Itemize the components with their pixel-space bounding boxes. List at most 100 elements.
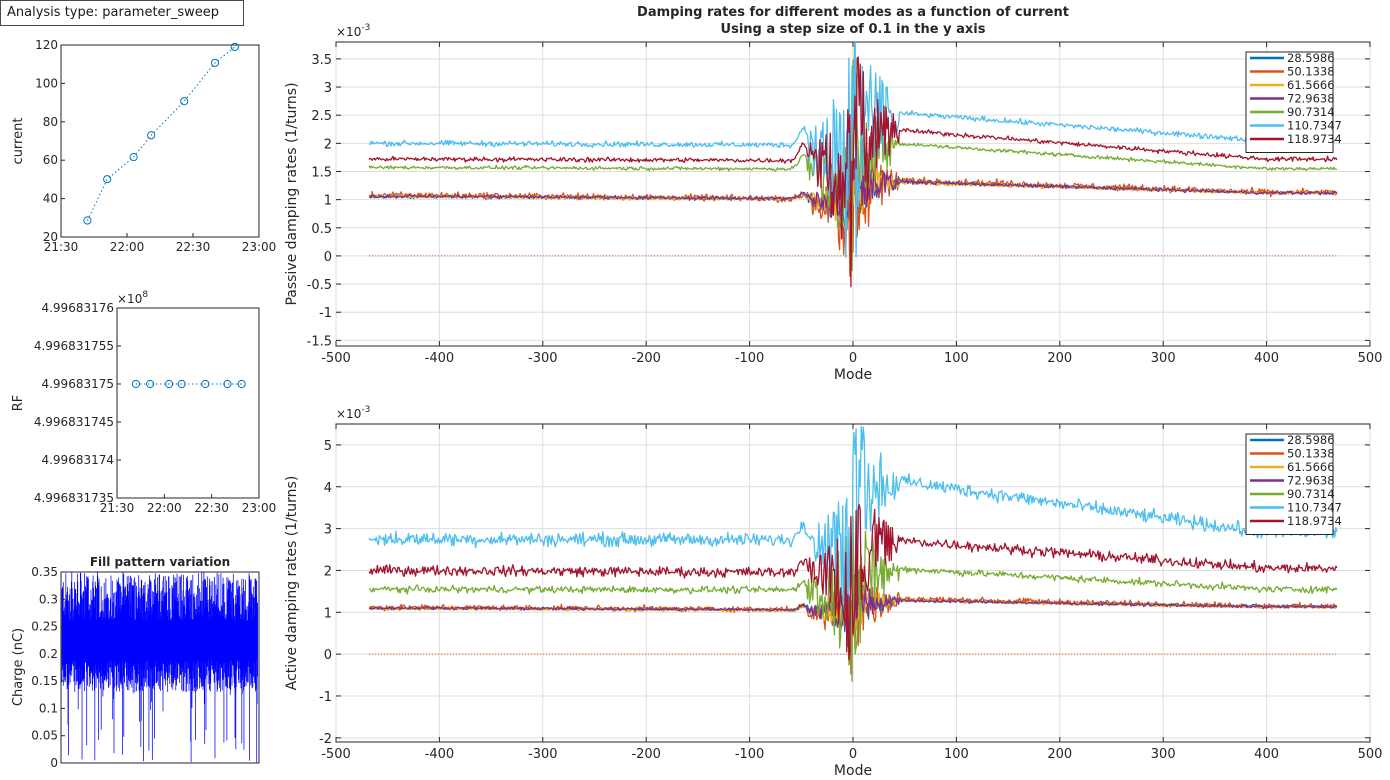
y-axis-label: Charge (nC)	[11, 628, 26, 706]
legend-label: 50.1338	[1287, 447, 1335, 461]
legend-label: 118.9734	[1287, 514, 1342, 528]
x-tick-label: -400	[425, 351, 455, 366]
legend-label: 110.7347	[1287, 501, 1342, 515]
x-axis-label: Mode	[834, 367, 872, 383]
x-tick-label: 100	[944, 747, 969, 762]
plot-frame	[116, 307, 260, 499]
y-tick-label: 0.5	[311, 222, 332, 237]
y-axis-label: RF	[11, 395, 26, 412]
y-axis-label: Active damping rates (1/turns)	[284, 476, 300, 691]
data-marker	[237, 379, 246, 389]
y-tick-label: 3	[324, 81, 332, 96]
y-tick-label: 2.5	[311, 109, 332, 124]
x-tick-label: 22:30	[194, 501, 229, 515]
legend-label: 50.1338	[1287, 65, 1335, 79]
data-marker	[131, 379, 141, 389]
data-marker	[83, 216, 92, 225]
series-line-118.9734	[368, 503, 1338, 661]
x-tick-label: 400	[1254, 747, 1279, 762]
series-line-110.7347	[368, 425, 1338, 634]
series-group	[368, 425, 1338, 682]
x-tick-label: 22:30	[176, 240, 211, 254]
axis-exponent-label: ×10-3	[336, 405, 370, 421]
y-tick-label: -1.5	[307, 334, 332, 349]
legend: 28.598650.133861.566672.963890.7314110.7…	[1245, 433, 1342, 535]
current-plot: 21:30 22:00 22:30 23:00 20 40 60 80 100 120 curren…	[11, 38, 276, 254]
data-marker	[164, 379, 174, 389]
x-axis-label: Mode	[834, 763, 872, 779]
x-tick-label: 500	[1358, 747, 1383, 762]
data-marker	[230, 42, 239, 52]
y-tick-label: 2	[324, 564, 332, 579]
plot-frame	[60, 44, 260, 238]
y-tick-label: 40	[43, 192, 58, 206]
axis-exponent-label: ×108	[117, 290, 148, 306]
y-tick-label: 100	[35, 76, 58, 90]
y-tick-label: 0.3	[39, 592, 58, 606]
x-tick-label: 22:00	[110, 240, 145, 254]
data-marker	[129, 153, 138, 162]
y-tick-label: 4.996831745	[34, 415, 114, 429]
x-tick-label: -100	[735, 351, 765, 366]
y-tick-label: 1	[324, 606, 332, 621]
x-tick-label: -300	[528, 747, 558, 762]
x-tick-label: 200	[1047, 747, 1072, 762]
series-line-90.7314	[368, 59, 1338, 272]
legend-label: 118.9734	[1287, 132, 1342, 146]
fill-pattern: 0.35 0.3 0.25 0.2 0.15 0.1 0.05 0 Fill pattern v…	[11, 555, 260, 770]
figure-subtitle: Using a step size of 0.1 in the y axis	[721, 22, 986, 37]
legend-label: 72.9638	[1287, 474, 1335, 488]
series-line-118.9734	[368, 56, 1338, 288]
data-line	[86, 46, 236, 221]
x-tick-label: -200	[631, 351, 661, 366]
y-tick-label: 0.15	[31, 674, 58, 688]
y-tick-label: 5	[324, 439, 332, 454]
x-tick-label: 200	[1047, 351, 1072, 366]
y-tick-label: 80	[43, 115, 58, 129]
charge-trace	[61, 572, 258, 763]
figure-title: Damping rates for different modes as a f…	[637, 5, 1069, 20]
data-marker	[223, 379, 232, 389]
legend-label: 72.9638	[1287, 92, 1335, 106]
y-tick-label: 0.1	[39, 701, 58, 715]
y-tick-label: -1	[319, 306, 332, 321]
y-tick-label: 0.35	[31, 565, 58, 579]
legend-label: 61.5666	[1287, 78, 1335, 92]
y-tick-label: 4.99683176	[41, 301, 114, 315]
x-tick-label: 22:00	[147, 501, 182, 515]
y-tick-label: 4	[324, 481, 332, 496]
x-tick-label: 21:30	[100, 501, 135, 515]
x-tick-label: -500	[321, 747, 351, 762]
x-tick-label: 23:00	[242, 240, 277, 254]
y-tick-label: 0.25	[31, 620, 58, 634]
active-plot: -500 -400 -300 -200 -100 0 100 200 300 400 500 5 4 3 2…	[284, 405, 1382, 779]
series-group	[368, 42, 1338, 288]
legend-box	[1245, 51, 1334, 153]
y-tick-label: 1	[324, 194, 332, 209]
y-tick-label: 0.2	[39, 647, 58, 661]
passive-plot: -500 -400 -300 -200 -100 0 100 200 300 400 500 3.5 3…	[284, 23, 1383, 383]
y-tick-label: -1	[319, 690, 332, 705]
series-line-110.7347	[368, 42, 1338, 258]
x-tick-label: -200	[631, 747, 661, 762]
x-tick-label: -500	[321, 351, 351, 366]
data-marker	[146, 379, 155, 389]
legend: 28.598650.133861.566672.963890.7314110.7…	[1245, 51, 1342, 153]
x-tick-label: -400	[425, 747, 455, 762]
y-tick-label: 20	[43, 230, 58, 244]
legend-label: 28.5986	[1287, 51, 1335, 65]
legend-box	[1245, 433, 1334, 535]
y-tick-label: 0	[324, 648, 332, 663]
axis-exponent-label: ×10-3	[336, 23, 370, 39]
x-tick-label: 0	[849, 351, 857, 366]
legend-label: 61.5666	[1287, 460, 1335, 474]
data-marker	[201, 379, 210, 389]
legend-label: 28.5986	[1287, 433, 1335, 447]
data-marker	[103, 175, 112, 184]
y-tick-label: 0.05	[31, 729, 58, 743]
y-tick-label: 3.5	[311, 53, 332, 68]
y-tick-label: 120	[35, 38, 58, 52]
x-tick-label: 500	[1358, 351, 1383, 366]
y-tick-label: 4.996831755	[34, 339, 114, 353]
